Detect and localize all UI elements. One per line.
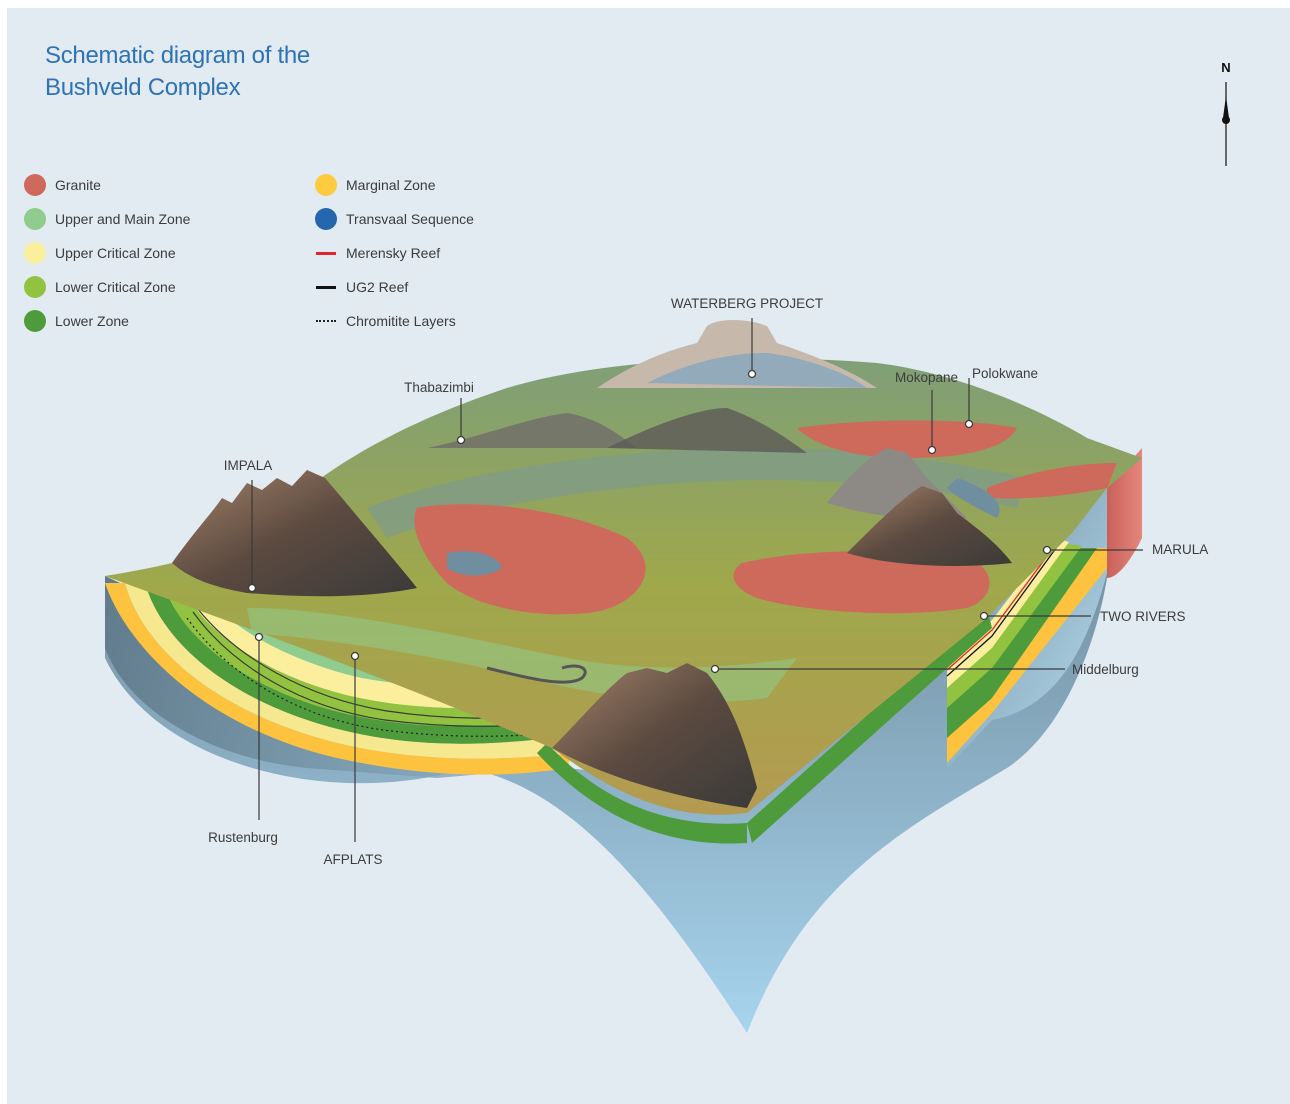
title-line-2: Bushveld Complex — [45, 74, 241, 101]
legend-item-upper-critical-zone: Upper Critical Zone — [24, 236, 190, 270]
mokopane-foreground-mountain — [847, 486, 1012, 566]
road — [486, 664, 587, 684]
waterberg-ridge — [647, 353, 867, 388]
legend-label: UG2 Reef — [346, 279, 409, 295]
north-arrow-icon: N — [1221, 60, 1231, 166]
legend-label: Transvaal Sequence — [346, 211, 474, 227]
granite-southeast-outcrop — [733, 551, 990, 614]
legend-item-chromitite-layers: Chromitite Layers — [315, 304, 474, 338]
callout-mokopane: Mokopane — [895, 370, 958, 455]
ug2-reef-line-east — [946, 543, 1060, 677]
merensky-reef-line-east — [946, 542, 1058, 671]
legend-label: Merensky Reef — [346, 245, 441, 261]
marginal-zone-layer-east — [947, 548, 1107, 763]
callout-thabazimbi: Thabazimbi — [404, 380, 474, 445]
transvaal-sequence-east — [947, 478, 1000, 518]
thabazimbi-label: Thabazimbi — [404, 380, 474, 395]
transvaal-sequence-west — [447, 551, 502, 576]
diagram-title: Schematic diagram of the Bushveld Comple… — [45, 40, 310, 104]
merensky-reef-line-icon — [315, 251, 337, 255]
legend-item-lower-critical-zone: Lower Critical Zone — [24, 270, 190, 304]
thabazimbi-hills — [427, 413, 637, 448]
upper-critical-zone-swatch-icon — [24, 242, 46, 264]
legend-item-granite: Granite — [24, 168, 190, 202]
legend-item-marginal-zone: Marginal Zone — [315, 168, 474, 202]
granite-west-outcrop — [414, 504, 646, 615]
middelburg-label: Middelburg — [1072, 662, 1139, 677]
granite-east-outcrop — [987, 463, 1117, 499]
waterberg-label: WATERBERG PROJECT — [671, 296, 823, 311]
afplats-label: AFPLATS — [323, 852, 382, 867]
transition-layer-west — [125, 583, 572, 759]
two-rivers-label: TWO RIVERS — [1100, 609, 1186, 624]
transvaal-sequence-swatch-icon — [315, 208, 337, 230]
callout-impala: IMPALA — [224, 458, 273, 593]
legend-label: Upper and Main Zone — [55, 211, 191, 227]
callout-rustenburg: Rustenburg — [208, 632, 278, 845]
lower-zone-layer-east — [947, 548, 1097, 738]
northern-ridge — [607, 408, 807, 453]
legend-label: Granite — [55, 177, 101, 193]
legend-label: Marginal Zone — [346, 177, 436, 193]
legend-zones: Granite Upper and Main Zone Upper Critic… — [24, 168, 190, 338]
marginal-zone-swatch-icon — [315, 174, 337, 196]
trough-lower-zone — [537, 743, 747, 844]
impala-label: IMPALA — [224, 458, 273, 473]
legend-item-lower-zone: Lower Zone — [24, 304, 190, 338]
chromitite-line-west — [186, 617, 560, 737]
legend-label: Lower Critical Zone — [55, 279, 176, 295]
legend-label: Upper Critical Zone — [55, 245, 176, 261]
diagram-canvas: Schematic diagram of the Bushveld Comple… — [7, 8, 1290, 1104]
callout-middelburg: Middelburg — [710, 662, 1139, 677]
legend-item-upper-main-zone: Upper and Main Zone — [24, 202, 190, 236]
impala-mountain — [172, 470, 417, 597]
marula-label: MARULA — [1152, 542, 1208, 557]
legend-item-transvaal-sequence: Transvaal Sequence — [315, 202, 474, 236]
granite-swatch-icon — [24, 174, 46, 196]
chromitite-layers-line-icon — [315, 320, 337, 322]
callout-waterberg: WATERBERG PROJECT — [671, 296, 823, 379]
legend-rocks-reefs: Marginal Zone Transvaal Sequence Merensk… — [315, 168, 474, 338]
title-line-1: Schematic diagram of the — [45, 42, 310, 69]
lower-zone-swatch-icon — [24, 310, 46, 332]
north-label: N — [1221, 60, 1230, 75]
lower-critical-zone-swatch-icon — [24, 276, 46, 298]
ug2-reef-line-icon — [315, 285, 337, 289]
legend-label: Chromitite Layers — [346, 313, 456, 329]
callout-marula: MARULA — [1042, 542, 1208, 557]
rustenburg-label: Rustenburg — [208, 830, 278, 845]
trough-east-wall — [747, 608, 992, 843]
polokwane-label: Polokwane — [972, 366, 1038, 381]
legend-label: Lower Zone — [55, 313, 129, 329]
bushveld-block-diagram: WATERBERG PROJECT Thabazimbi Mokopane Po… — [105, 296, 1208, 1033]
granite-north-outcrop — [797, 420, 1017, 458]
upper-main-zone-swatch-icon — [24, 208, 46, 230]
legend-item-ug2-reef: UG2 Reef — [315, 270, 474, 304]
callout-polokwane: Polokwane — [964, 366, 1038, 429]
legend-item-merensky-reef: Merensky Reef — [315, 236, 474, 270]
callout-two-rivers: TWO RIVERS — [979, 609, 1186, 624]
lower-critical-zone-layer-east — [947, 543, 1082, 708]
mokopane-label: Mokopane — [895, 370, 958, 385]
central-mountain — [552, 663, 757, 808]
callout-afplats: AFPLATS — [323, 651, 383, 867]
